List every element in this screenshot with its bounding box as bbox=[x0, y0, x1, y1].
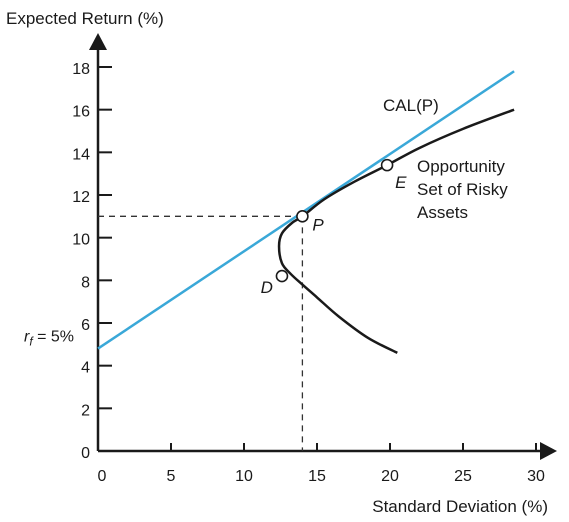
x-axis-arrow bbox=[540, 442, 557, 460]
cal-line bbox=[97, 70, 515, 350]
point-d-label: D bbox=[261, 278, 273, 297]
point-d-marker bbox=[275, 269, 289, 283]
point-e-label: E bbox=[395, 173, 407, 192]
opportunity-label-line-1: Opportunity bbox=[417, 157, 505, 176]
point-p-label: P bbox=[312, 215, 324, 234]
cal-label: CAL(P) bbox=[383, 96, 439, 115]
x-axis-title: Standard Deviation (%) bbox=[372, 497, 548, 516]
rf-label-subscript: f bbox=[29, 334, 34, 348]
y-axis-arrow bbox=[89, 33, 107, 50]
opportunity-label-line-2: Set of Risky bbox=[417, 180, 508, 199]
y-tick-label: 0 bbox=[81, 445, 90, 462]
x-tick-label: 15 bbox=[308, 468, 326, 485]
x-tick-label: 0 bbox=[98, 468, 107, 485]
y-tick-label: 14 bbox=[72, 146, 90, 163]
y-tick-label: 2 bbox=[81, 402, 90, 419]
y-tick-label: 12 bbox=[72, 189, 90, 206]
rf-label-value: = 5% bbox=[33, 328, 74, 345]
opportunity-set-curve bbox=[277, 108, 515, 354]
point-e-marker bbox=[380, 158, 394, 172]
y-axis-title: Expected Return (%) bbox=[6, 9, 164, 28]
points-group: P E D bbox=[261, 158, 407, 297]
y-tick-label: 16 bbox=[72, 104, 90, 121]
y-tick-label: 4 bbox=[81, 360, 90, 377]
x-tick-label: 5 bbox=[167, 468, 176, 485]
opportunity-label-line-3: Assets bbox=[417, 203, 468, 222]
x-tick-label: 30 bbox=[527, 468, 545, 485]
dashed-guides bbox=[98, 215, 304, 451]
x-tick-label: 10 bbox=[235, 468, 253, 485]
y-tick-label: 6 bbox=[81, 317, 90, 334]
rf-label: rf = 5% bbox=[24, 328, 74, 348]
series-group bbox=[97, 70, 515, 354]
rf-label-r: r bbox=[24, 328, 30, 345]
y-tick-label: 18 bbox=[72, 61, 90, 78]
x-tick-label: 20 bbox=[381, 468, 399, 485]
point-p-marker bbox=[296, 210, 309, 223]
x-tick-label: 25 bbox=[454, 468, 472, 485]
y-axis-ticks: 0 2 4 6 8 10 12 14 16 18 bbox=[72, 61, 112, 462]
x-axis-ticks: 0 5 10 15 20 25 30 bbox=[98, 443, 545, 485]
y-tick-label: 10 bbox=[72, 232, 90, 249]
y-tick-label: 8 bbox=[81, 274, 90, 291]
